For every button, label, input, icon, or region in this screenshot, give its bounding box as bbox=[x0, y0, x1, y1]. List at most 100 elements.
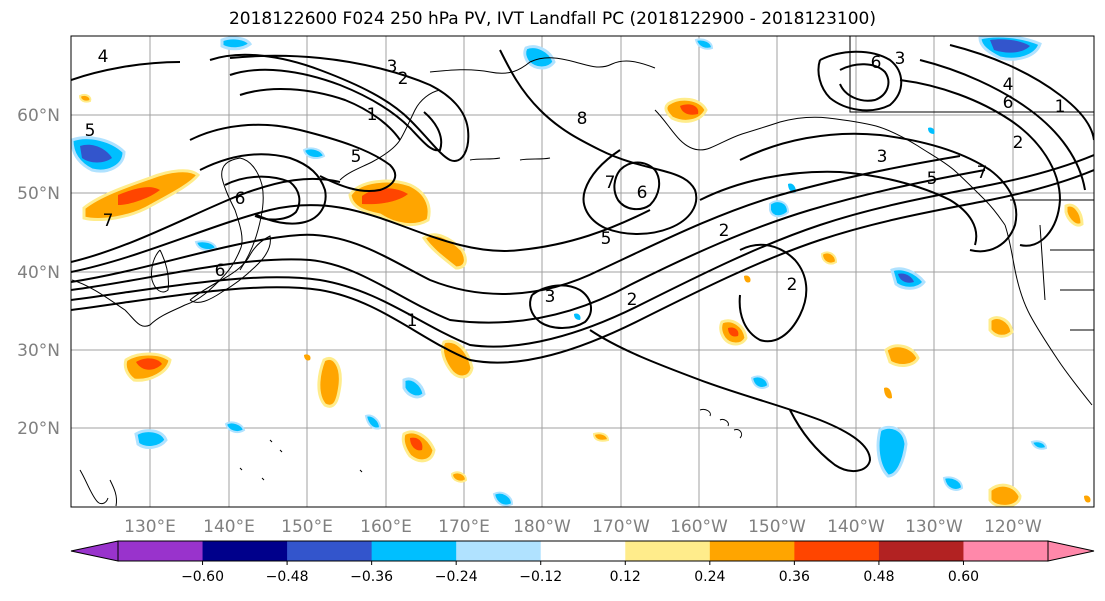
lat-tick-label: 30°N bbox=[17, 341, 60, 361]
ivt-anomaly-patch bbox=[942, 476, 964, 491]
contour-label: 6 bbox=[235, 189, 246, 209]
ivt-anomaly-patch bbox=[876, 425, 908, 478]
colorbar-tick-label: 0.36 bbox=[779, 569, 810, 585]
colorbar-swatch bbox=[456, 541, 542, 561]
ivt-anomaly-patch bbox=[820, 251, 838, 265]
pv-contour-line bbox=[209, 53, 470, 162]
ivt-anomaly-patch bbox=[1084, 495, 1091, 503]
siberia-coastline bbox=[429, 57, 656, 74]
asia-coastline bbox=[71, 157, 264, 327]
ivt-anomaly-patch bbox=[988, 483, 1022, 507]
ivt-anomaly-patch bbox=[118, 187, 160, 205]
contour-label: 3 bbox=[895, 49, 906, 69]
contour-label: 1 bbox=[407, 311, 418, 331]
contour-label: 6 bbox=[871, 53, 882, 73]
pv-contour-line bbox=[224, 175, 301, 221]
contour-label: 8 bbox=[577, 109, 588, 129]
ivt-anomaly-patch bbox=[592, 432, 610, 442]
ivt-anomaly-patch bbox=[302, 147, 326, 159]
lon-tick-label: 140°E bbox=[203, 517, 255, 537]
ivt-anomaly-patch bbox=[136, 358, 162, 370]
ivt-anomaly-patch bbox=[523, 45, 556, 70]
pv-contour-line bbox=[499, 49, 698, 235]
contour-label: 2 bbox=[627, 290, 638, 310]
contour-label: 7 bbox=[103, 211, 114, 231]
colorbar-tick-label: −0.60 bbox=[181, 569, 224, 585]
colorbar-swatch bbox=[963, 541, 1049, 561]
colorbar-swatch bbox=[878, 541, 964, 561]
ivt-anomaly-patch bbox=[1030, 440, 1048, 450]
ivt-anomaly-patch bbox=[750, 375, 770, 389]
ivt-anomaly-patch bbox=[1064, 203, 1084, 227]
bering-islands bbox=[469, 157, 551, 161]
pv-contour-line bbox=[71, 61, 181, 81]
ivt-anomaly-patch bbox=[898, 273, 914, 283]
lon-tick-label: 160°W bbox=[670, 517, 728, 537]
ivt-anomaly-patch bbox=[884, 387, 892, 399]
pv-contour-line bbox=[71, 169, 1094, 364]
pv-contour-line bbox=[199, 153, 327, 225]
pv-contour-line bbox=[919, 59, 1086, 191]
contour-label: 2 bbox=[398, 69, 409, 89]
ivt-anomaly-patch bbox=[362, 188, 408, 205]
pv-contour-line bbox=[817, 50, 903, 112]
colorbar-swatch bbox=[202, 541, 288, 561]
pv-contour-line bbox=[529, 284, 592, 329]
contour-label: 7 bbox=[977, 163, 988, 183]
pv-contour-line bbox=[738, 243, 808, 343]
alaska-coastline bbox=[654, 109, 1006, 226]
plot-frame bbox=[70, 35, 1095, 508]
ivt-anomaly-patch bbox=[220, 36, 253, 51]
ivt-anomaly-patch bbox=[769, 200, 790, 218]
pv-contour-line bbox=[229, 68, 443, 152]
lat-tick-label: 20°N bbox=[17, 419, 60, 439]
lon-tick-label: 160°E bbox=[360, 517, 412, 537]
north-america-coastline bbox=[1004, 224, 1093, 406]
ivt-anomaly-patch bbox=[928, 127, 935, 134]
ivt-anomaly-patch bbox=[402, 377, 426, 399]
lon-tick-label: 170°E bbox=[438, 517, 490, 537]
pv-contour-line bbox=[71, 177, 341, 263]
ivt-anomaly-patch bbox=[224, 421, 246, 433]
pv-contour-line bbox=[613, 161, 661, 211]
korea-coastline bbox=[151, 249, 169, 293]
colorbar-swatch bbox=[371, 541, 457, 561]
ivt-anomaly-patch bbox=[728, 327, 739, 337]
ivt-anomaly-patch bbox=[450, 471, 468, 483]
ivt-anomaly-patch bbox=[78, 93, 92, 103]
contour-label: 1 bbox=[367, 105, 378, 125]
colorbar-tick-label: −0.24 bbox=[435, 569, 478, 585]
contour-label: 1 bbox=[1055, 97, 1066, 117]
lon-tick-label: 140°W bbox=[827, 517, 885, 537]
ivt-anomaly-patch bbox=[884, 344, 920, 367]
contour-label: 2 bbox=[787, 275, 798, 295]
longitude-labels: 130°E 140°E 150°E 160°E 170°E 180°W 170°W 160°W… bbox=[124, 517, 1042, 537]
ivt-anomaly-patch bbox=[744, 275, 751, 283]
colorbar-swatch bbox=[118, 541, 204, 561]
ivt-anomaly-patch bbox=[364, 414, 382, 430]
latitude-labels: 60°N 50°N 40°N 30°N 20°N bbox=[17, 106, 60, 439]
colorbar-extend-min bbox=[70, 540, 119, 562]
colorbar-tick-label: −0.12 bbox=[519, 569, 562, 585]
pv-contours bbox=[71, 44, 1094, 472]
colorbar-swatch bbox=[287, 541, 373, 561]
contour-label: 4 bbox=[98, 47, 109, 67]
colorbar-tick-label: 0.24 bbox=[694, 569, 725, 585]
map-title: 2018122600 F024 250 hPa PV, IVT Landfall… bbox=[228, 9, 876, 29]
pv-contour-line bbox=[189, 123, 397, 192]
pv-contour-line bbox=[949, 44, 1094, 141]
lat-tick-label: 40°N bbox=[17, 263, 60, 283]
pv-contour-line bbox=[239, 88, 401, 141]
contour-label: 6 bbox=[1003, 93, 1014, 113]
lon-tick-label: 120°W bbox=[984, 517, 1042, 537]
colorbar-tick-label: −0.48 bbox=[266, 569, 309, 585]
contour-label: 5 bbox=[601, 229, 612, 249]
ivt-anomaly-patch bbox=[990, 39, 1030, 53]
colorbar-tick-label: −0.36 bbox=[350, 569, 393, 585]
lon-tick-label: 130°E bbox=[124, 517, 176, 537]
colorbar-swatch bbox=[540, 541, 626, 561]
philippines-coastline bbox=[79, 469, 117, 507]
lat-tick-label: 50°N bbox=[17, 184, 60, 204]
ivt-anomaly-patch bbox=[194, 240, 218, 251]
ivt-anomaly-patch bbox=[680, 104, 699, 115]
